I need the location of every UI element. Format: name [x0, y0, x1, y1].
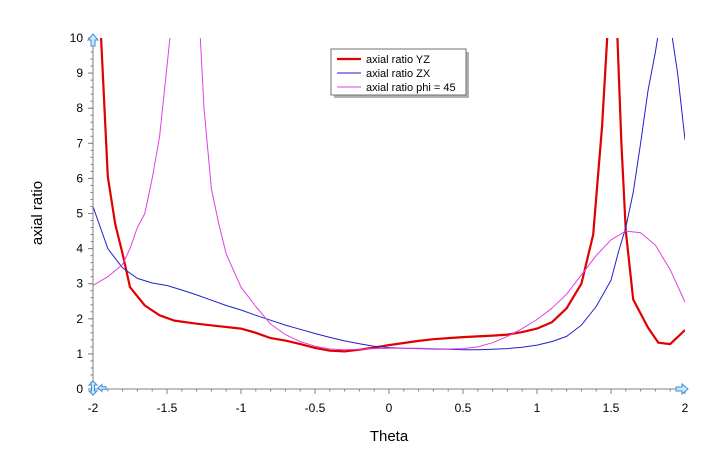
y-tick-label: 10 [70, 31, 84, 45]
x-tick-label: 0.5 [455, 401, 472, 415]
x-tick-label: -1.5 [157, 401, 178, 415]
x-axis-title: Theta [370, 428, 409, 445]
y-tick-label: 5 [76, 207, 83, 221]
x-tick-label: 0 [386, 401, 393, 415]
x-tick-label: 2 [682, 401, 689, 415]
y-tick-label: 7 [76, 136, 83, 150]
x-axis-ticks: -2 -1.5 -1 -0.5 0 0.5 1 1.5 2 [88, 389, 689, 415]
x-tick-label: -2 [88, 401, 99, 415]
legend[interactable]: axial ratio YZ axial ratio ZX axial ratio … [330, 48, 469, 98]
x-axis-right-handle[interactable] [675, 382, 689, 396]
series-layer [93, 38, 685, 353]
y-tick-label: 3 [76, 277, 83, 291]
series-line-1 [99, 38, 685, 353]
y-axis-top-handle[interactable] [86, 33, 100, 47]
series-line-3 [93, 38, 685, 351]
y-tick-label: 0 [76, 382, 83, 396]
y-tick-label: 4 [76, 242, 83, 256]
y-tick-label: 8 [76, 101, 83, 115]
y-tick-label: 2 [76, 312, 83, 326]
x-tick-label: -0.5 [305, 401, 326, 415]
y-tick-label: 9 [76, 66, 83, 80]
x-tick-label: 1.5 [603, 401, 620, 415]
x-tick-label: 1 [534, 401, 541, 415]
y-tick-label: 6 [76, 171, 83, 185]
y-tick-label: 1 [76, 347, 83, 361]
x-tick-label: -1 [236, 401, 247, 415]
origin-handle[interactable] [87, 380, 107, 396]
legend-label-2: axial ratio ZX [366, 68, 431, 80]
legend-label-1: axial ratio YZ [366, 54, 430, 66]
legend-label-3: axial ratio phi = 45 [366, 82, 456, 94]
y-axis-title: axial ratio [29, 181, 46, 245]
